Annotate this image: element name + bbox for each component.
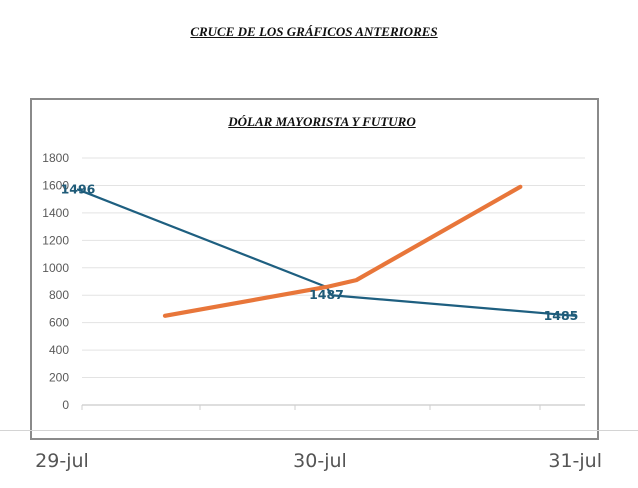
axis-divider bbox=[0, 430, 638, 431]
y-tick-label: 1600 bbox=[42, 178, 69, 192]
y-tick-label: 1800 bbox=[42, 151, 69, 165]
y-tick-label: 1200 bbox=[42, 233, 69, 247]
x-category-label: 29-jul bbox=[35, 450, 89, 472]
x-category-label: 30-jul bbox=[293, 450, 347, 472]
x-category-label: 31-jul bbox=[548, 450, 602, 472]
data-label: 1487 bbox=[309, 287, 344, 302]
y-tick-label: 1400 bbox=[42, 206, 69, 220]
page-title: CRUCE DE LOS GRÁFICOS ANTERIORES bbox=[190, 24, 438, 39]
y-tick-label: 200 bbox=[49, 371, 69, 385]
y-tick-label: 1000 bbox=[42, 261, 69, 275]
y-tick-label: 400 bbox=[49, 343, 69, 357]
y-tick-label: 0 bbox=[62, 398, 69, 412]
y-tick-label: 600 bbox=[49, 316, 69, 330]
data-label: 1485 bbox=[544, 308, 579, 323]
y-tick-label: 800 bbox=[49, 288, 69, 302]
chart-title: DÓLAR MAYORISTA Y FUTURO bbox=[228, 114, 416, 129]
data-label: 1496 bbox=[61, 182, 96, 197]
series-line-orange bbox=[162, 184, 523, 318]
series-line-blue bbox=[76, 188, 577, 317]
chart-frame bbox=[30, 98, 599, 440]
